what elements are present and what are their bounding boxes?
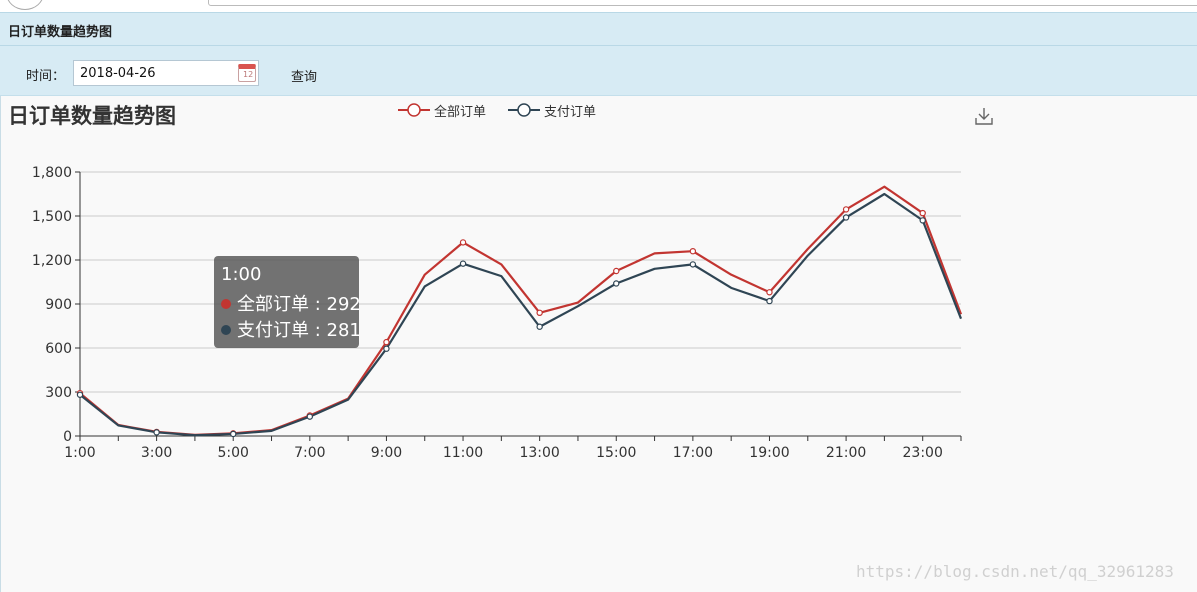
y-tick-label: 1,800 xyxy=(32,165,72,181)
x-tick-label: 17:00 xyxy=(673,445,713,461)
line-chart-plot: 0 300 600 900 1,200 1,500 1,800 1:00 3:00 5:00 7:0… xyxy=(32,165,963,461)
legend-label: 全部订单 xyxy=(434,105,487,120)
x-tick-label: 7:00 xyxy=(294,445,325,461)
x-tick-label: 9:00 xyxy=(371,445,402,461)
download-icon[interactable] xyxy=(974,106,994,126)
data-point-paid-orders xyxy=(919,217,926,224)
y-tick-label: 1,200 xyxy=(32,253,72,269)
data-point-paid-orders xyxy=(766,297,773,305)
filter-bar: 时间： 2018-04-26 12 查询 xyxy=(0,46,1197,96)
panel-header: 日订单数量趋势图 xyxy=(0,12,1197,46)
calendar-day: 12 xyxy=(243,70,254,79)
data-point-paid-orders xyxy=(153,429,160,436)
browser-back-button[interactable] xyxy=(6,0,44,10)
watermark: https://blog.csdn.net/qq_32961283 xyxy=(856,562,1174,581)
legend-label: 支付订单 xyxy=(544,105,597,120)
data-point-all-orders xyxy=(459,239,467,246)
x-tick-label: 21:00 xyxy=(826,445,866,461)
y-tick-label: 0 xyxy=(63,429,72,445)
data-point-paid-orders xyxy=(842,214,850,221)
frame-border xyxy=(0,96,1,592)
tooltip-row-paid-orders: 支付订单 : 281 xyxy=(221,316,361,342)
tooltip-row-text: 支付订单 : 281 xyxy=(237,320,361,341)
data-point-all-orders xyxy=(766,289,773,296)
y-tick-label: 900 xyxy=(45,297,72,313)
y-tick-label: 1,500 xyxy=(32,209,72,225)
legend-line-circle-icon xyxy=(398,103,430,117)
series-line-paid-orders xyxy=(79,192,963,437)
y-tick-label: 600 xyxy=(45,341,72,357)
calendar-icon[interactable]: 12 xyxy=(238,64,256,82)
data-point-paid-orders xyxy=(536,323,543,330)
series-dot-icon xyxy=(221,299,231,309)
x-tick-label: 11:00 xyxy=(443,445,483,461)
x-tick-label: 23:00 xyxy=(903,445,943,461)
tooltip-header: 1:00 xyxy=(221,264,262,285)
data-point-paid-orders xyxy=(383,345,390,352)
browser-top-strip xyxy=(0,0,1197,12)
series-dot-icon xyxy=(221,325,231,335)
data-point-paid-orders xyxy=(306,413,314,420)
x-tick-label: 13:00 xyxy=(519,445,559,461)
data-point-paid-orders xyxy=(613,280,620,287)
data-point-paid-orders xyxy=(76,391,84,398)
data-point-paid-orders xyxy=(230,430,237,438)
data-point-paid-orders xyxy=(459,260,467,267)
x-tick-label: 3:00 xyxy=(141,445,172,461)
query-button[interactable]: 查询 xyxy=(291,70,318,85)
data-point-all-orders xyxy=(383,338,390,346)
legend-line-circle-icon xyxy=(508,103,540,117)
time-label: 时间： xyxy=(26,69,66,84)
series-line-all-orders xyxy=(79,185,963,436)
date-input[interactable]: 2018-04-26 12 xyxy=(73,60,259,86)
tooltip-row-text: 全部订单 : 292 xyxy=(237,294,361,315)
data-point-paid-orders xyxy=(689,261,697,268)
tooltip-row-all-orders: 全部订单 : 292 xyxy=(221,290,361,316)
y-tick-label: 300 xyxy=(45,385,72,401)
x-tick-label: 5:00 xyxy=(217,445,248,461)
x-tick-label: 15:00 xyxy=(596,445,636,461)
data-point-all-orders xyxy=(613,267,620,275)
data-point-all-orders xyxy=(842,206,850,213)
browser-address-bar[interactable] xyxy=(208,0,1197,6)
date-input-value[interactable]: 2018-04-26 xyxy=(80,66,156,81)
data-point-all-orders xyxy=(919,209,926,217)
chart-tooltip: 1:00 全部订单 : 292 支付订单 : 281 xyxy=(214,256,361,348)
data-point-all-orders xyxy=(689,247,697,255)
chart-title: 日订单数量趋势图 xyxy=(8,104,176,128)
x-tick-label: 19:00 xyxy=(749,445,789,461)
data-point-all-orders xyxy=(536,309,543,316)
chart-container: 日订单数量趋势图 全部订单 支付订单 0 300 600 900 1,200 1,500 1… xyxy=(0,96,1197,592)
panel-title: 日订单数量趋势图 xyxy=(8,25,113,40)
x-tick-label: 1:00 xyxy=(64,445,95,461)
